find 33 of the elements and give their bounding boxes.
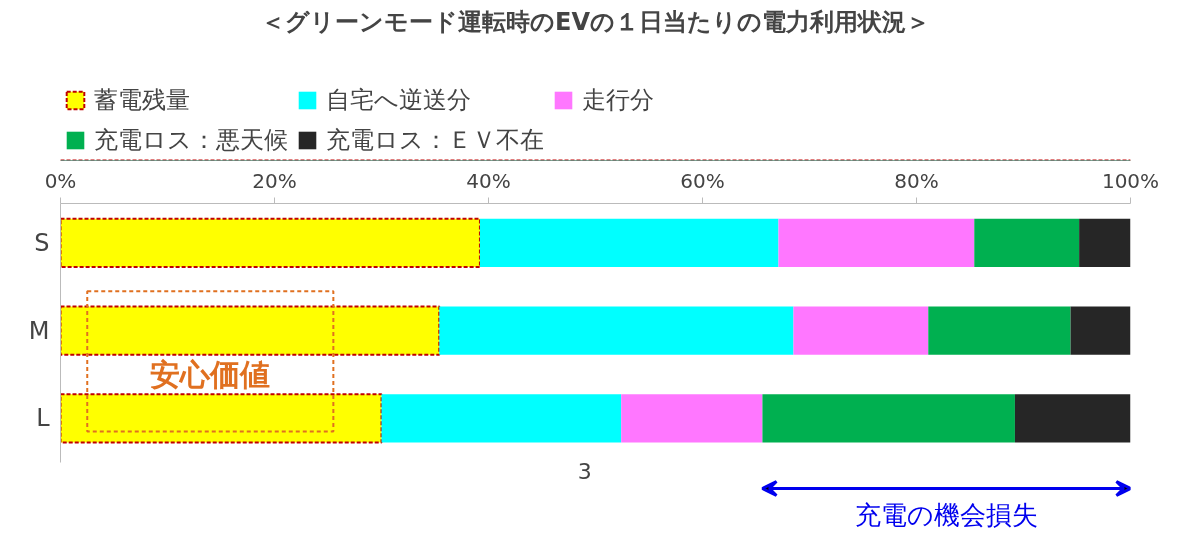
- legend-label: 蓄電残量: [94, 85, 190, 116]
- annotation: 3: [577, 458, 592, 484]
- bar: [974, 218, 1080, 268]
- chart-title: ＜グリーンモード運転時のEVの１日当たりの電力利用状況＞: [261, 7, 930, 36]
- bar: [1014, 394, 1131, 443]
- x-tick-label: 40%: [466, 168, 511, 193]
- x-tick-label: 80%: [894, 168, 939, 193]
- x-tick-label: 0%: [44, 168, 77, 193]
- legend-label: 自宅へ逆送分: [326, 85, 471, 116]
- y-tick-label: M: [28, 316, 50, 345]
- legend-label: 走行分: [582, 85, 654, 116]
- bar: [479, 218, 779, 268]
- bar: [928, 306, 1071, 355]
- bar: [60, 217, 481, 269]
- text: 充電の機会損失: [854, 499, 1038, 530]
- bar: [60, 305, 441, 356]
- bar: [621, 394, 763, 443]
- bar: [793, 306, 929, 355]
- x-tick-label: 100%: [1101, 168, 1160, 193]
- y-tick-label: L: [36, 404, 51, 433]
- bar: [762, 394, 1015, 443]
- legend-label: 充電ロス：悪天候: [94, 125, 288, 156]
- legend-label: 充電ロス：ＥＶ不在: [326, 125, 544, 156]
- bar: [1070, 306, 1131, 355]
- bar: [1079, 218, 1131, 268]
- bar: [381, 394, 622, 443]
- annotation: 安心価値: [150, 357, 271, 392]
- x-tick-label: 60%: [680, 168, 725, 193]
- bar: [60, 393, 383, 444]
- bar: [778, 218, 975, 268]
- bar: [439, 306, 794, 355]
- y-tick-label: S: [34, 228, 50, 257]
- x-tick-label: 20%: [252, 168, 297, 193]
